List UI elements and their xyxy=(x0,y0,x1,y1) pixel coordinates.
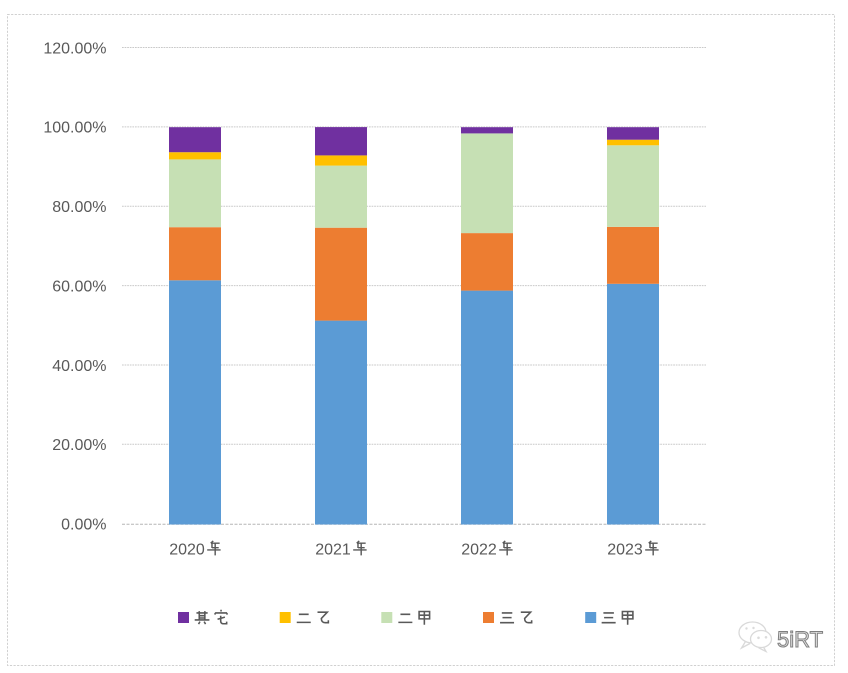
svg-text:2020: 2020 xyxy=(169,542,205,559)
svg-text:120.00%: 120.00% xyxy=(43,40,106,57)
svg-text:80.00%: 80.00% xyxy=(52,199,106,216)
svg-text:0.00%: 0.00% xyxy=(61,517,106,534)
svg-text:2022: 2022 xyxy=(461,542,497,559)
svg-text:20.00%: 20.00% xyxy=(52,437,106,454)
svg-text:5iRT: 5iRT xyxy=(777,627,823,652)
svg-text:40.00%: 40.00% xyxy=(52,358,106,375)
svg-text:2023: 2023 xyxy=(607,542,643,559)
svg-text:2021: 2021 xyxy=(315,542,351,559)
svg-text:60.00%: 60.00% xyxy=(52,278,106,295)
svg-text:100.00%: 100.00% xyxy=(43,120,106,137)
